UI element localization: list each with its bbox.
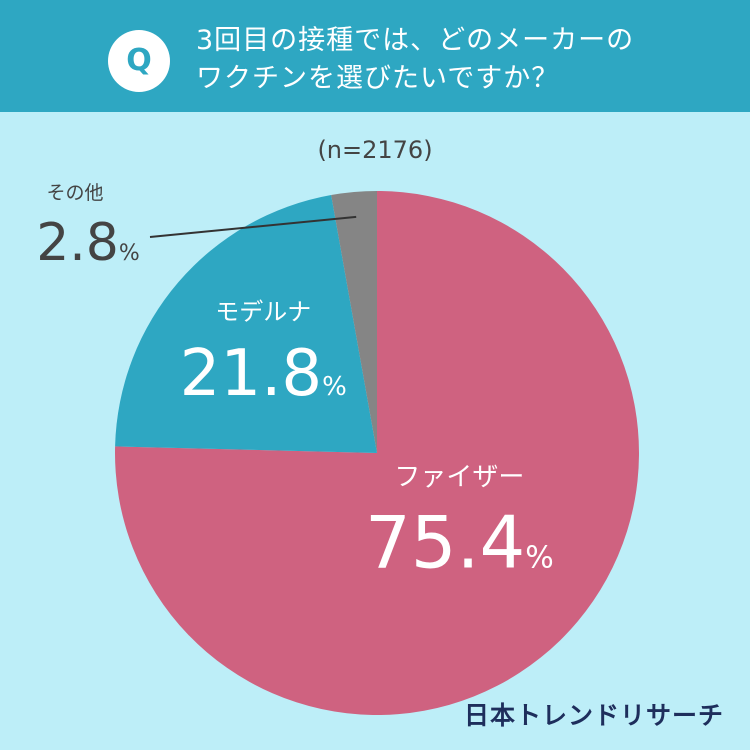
brand-logo-text: 日本トレンドリサーチ — [463, 701, 724, 730]
q-badge: Q — [108, 30, 170, 92]
pie-slice-1 — [115, 191, 640, 716]
question-line-2: ワクチンを選びたいですか？ — [196, 63, 560, 94]
slice-value-1: 75.4% — [365, 500, 554, 584]
question-text: 3回目の接種では、どのメーカーの ワクチンを選びたいですか？ — [196, 22, 716, 98]
slice-value-3: 2.8% — [36, 213, 140, 273]
pie-slice-3 — [331, 191, 377, 453]
leader-line — [149, 215, 357, 238]
slice-value-2: 21.8% — [180, 337, 347, 411]
slice-label-2: モデルナ — [215, 298, 311, 326]
sample-size-label: (n=2176) — [317, 136, 432, 164]
question-header: Q 3回目の接種では、どのメーカーの ワクチンを選びたいですか？ — [0, 0, 750, 112]
question-line-1: 3回目の接種では、どのメーカーの — [196, 25, 635, 56]
slice-label-3: その他 — [46, 182, 103, 204]
pie-slice-2 — [115, 195, 378, 454]
slice-label-1: ファイザー — [394, 462, 524, 492]
